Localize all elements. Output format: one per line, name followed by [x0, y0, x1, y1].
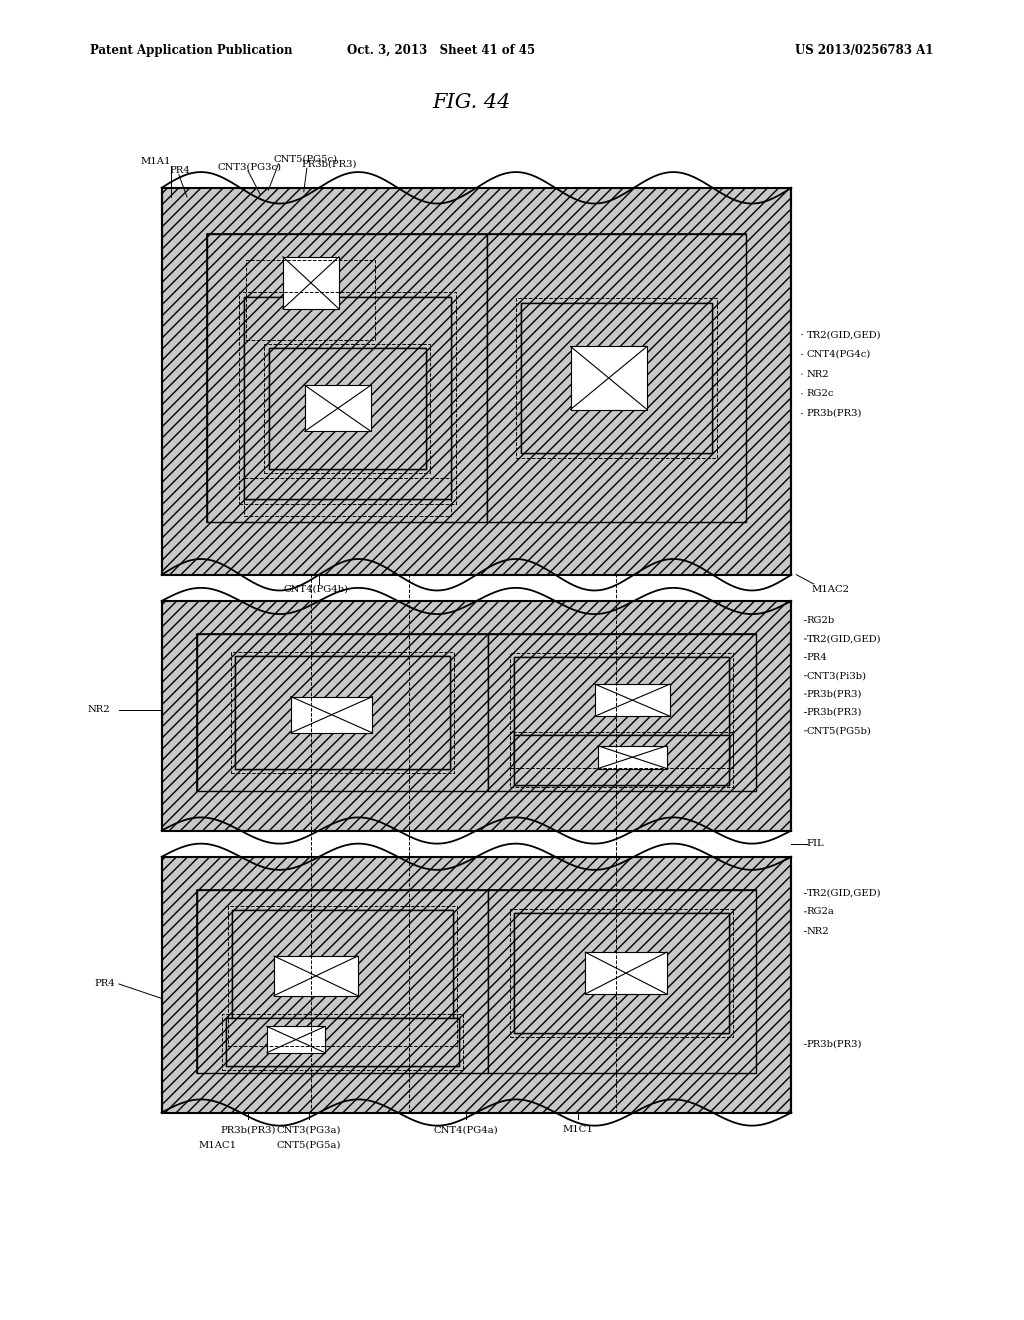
Bar [234, 656, 450, 770]
Bar [264, 343, 430, 473]
Text: PR3b(PR3): PR3b(PR3) [220, 1125, 275, 1134]
Text: FIG. 44: FIG. 44 [432, 92, 511, 112]
Text: M1AC1: M1AC1 [199, 1140, 237, 1150]
Text: PR4: PR4 [807, 653, 827, 661]
Text: CNT5(PG5c): CNT5(PG5c) [273, 154, 338, 164]
Text: Oct. 3, 2013   Sheet 41 of 45: Oct. 3, 2013 Sheet 41 of 45 [347, 44, 535, 57]
Bar [268, 347, 426, 469]
Text: M1AC2: M1AC2 [812, 585, 850, 594]
Bar [239, 292, 456, 504]
Bar [226, 1018, 459, 1065]
Text: CNT3(PG3a): CNT3(PG3a) [276, 1125, 341, 1134]
Bar [514, 657, 729, 764]
Bar [207, 234, 487, 523]
Bar [234, 656, 450, 770]
Text: US 2013/0256783 A1: US 2013/0256783 A1 [795, 44, 934, 57]
Text: PR3b(PR3): PR3b(PR3) [302, 160, 357, 169]
Text: NR2: NR2 [807, 370, 829, 379]
Bar [595, 684, 670, 717]
Bar [228, 906, 457, 1045]
Text: M1A1: M1A1 [140, 157, 171, 166]
Bar [291, 697, 373, 733]
Text: M1C1: M1C1 [562, 1125, 594, 1134]
Bar [510, 653, 733, 768]
Bar [570, 346, 647, 409]
Bar [198, 634, 487, 791]
Text: CNT3(Pi3b): CNT3(Pi3b) [807, 672, 866, 680]
Bar [162, 187, 792, 574]
Text: NR2: NR2 [807, 927, 829, 936]
Bar [521, 304, 712, 453]
Text: RG2c: RG2c [807, 389, 834, 399]
Bar [162, 601, 792, 830]
Bar [162, 857, 792, 1113]
Text: CNT5(PG5a): CNT5(PG5a) [276, 1140, 341, 1150]
Bar [521, 304, 712, 453]
Bar [244, 478, 451, 516]
Text: PR3b(PR3): PR3b(PR3) [807, 409, 862, 418]
Bar [232, 909, 453, 1041]
Text: TR2(GID,GED): TR2(GID,GED) [807, 330, 882, 339]
Text: FIL: FIL [807, 840, 824, 849]
Text: CNT4(PG4b): CNT4(PG4b) [284, 585, 348, 594]
Bar [283, 257, 339, 309]
Bar [487, 234, 745, 523]
Text: CNT3(PG3c): CNT3(PG3c) [217, 162, 282, 172]
Text: CNT4(PG4a): CNT4(PG4a) [434, 1125, 499, 1134]
Bar [230, 652, 454, 774]
Bar [514, 734, 729, 785]
Bar [274, 956, 357, 995]
Text: PR4: PR4 [170, 166, 190, 176]
Text: PR3b(PR3): PR3b(PR3) [807, 1040, 862, 1049]
Bar [207, 234, 745, 523]
Text: RG2b: RG2b [807, 616, 835, 626]
Bar [244, 297, 451, 499]
Text: Patent Application Publication: Patent Application Publication [90, 44, 293, 57]
Text: RG2a: RG2a [807, 907, 835, 916]
Text: PR3b(PR3): PR3b(PR3) [807, 708, 862, 717]
Bar [305, 385, 371, 432]
Bar [267, 1027, 325, 1052]
Bar [247, 260, 375, 341]
Bar [226, 1018, 459, 1065]
Bar [514, 657, 729, 764]
Text: CNT4(PG4c): CNT4(PG4c) [807, 350, 871, 359]
Text: NR2: NR2 [87, 705, 110, 714]
Bar [198, 890, 756, 1073]
Bar [222, 1014, 463, 1069]
Bar [244, 297, 451, 499]
Bar [487, 634, 756, 791]
Bar [268, 347, 426, 469]
Bar [586, 952, 667, 994]
Text: TR2(GID,GED): TR2(GID,GED) [807, 635, 882, 644]
Text: TR2(GID,GED): TR2(GID,GED) [807, 888, 882, 898]
Bar [510, 909, 733, 1036]
Bar [516, 298, 717, 458]
Text: PR3b(PR3): PR3b(PR3) [807, 689, 862, 698]
Text: PR4: PR4 [94, 979, 116, 989]
Bar [514, 913, 729, 1032]
Bar [232, 909, 453, 1041]
Bar [487, 890, 756, 1073]
Bar [514, 734, 729, 785]
Bar [198, 890, 487, 1073]
Bar [514, 913, 729, 1032]
Bar [510, 731, 733, 788]
Bar [598, 746, 667, 768]
Text: CNT5(PG5b): CNT5(PG5b) [807, 726, 871, 735]
Bar [198, 634, 756, 791]
